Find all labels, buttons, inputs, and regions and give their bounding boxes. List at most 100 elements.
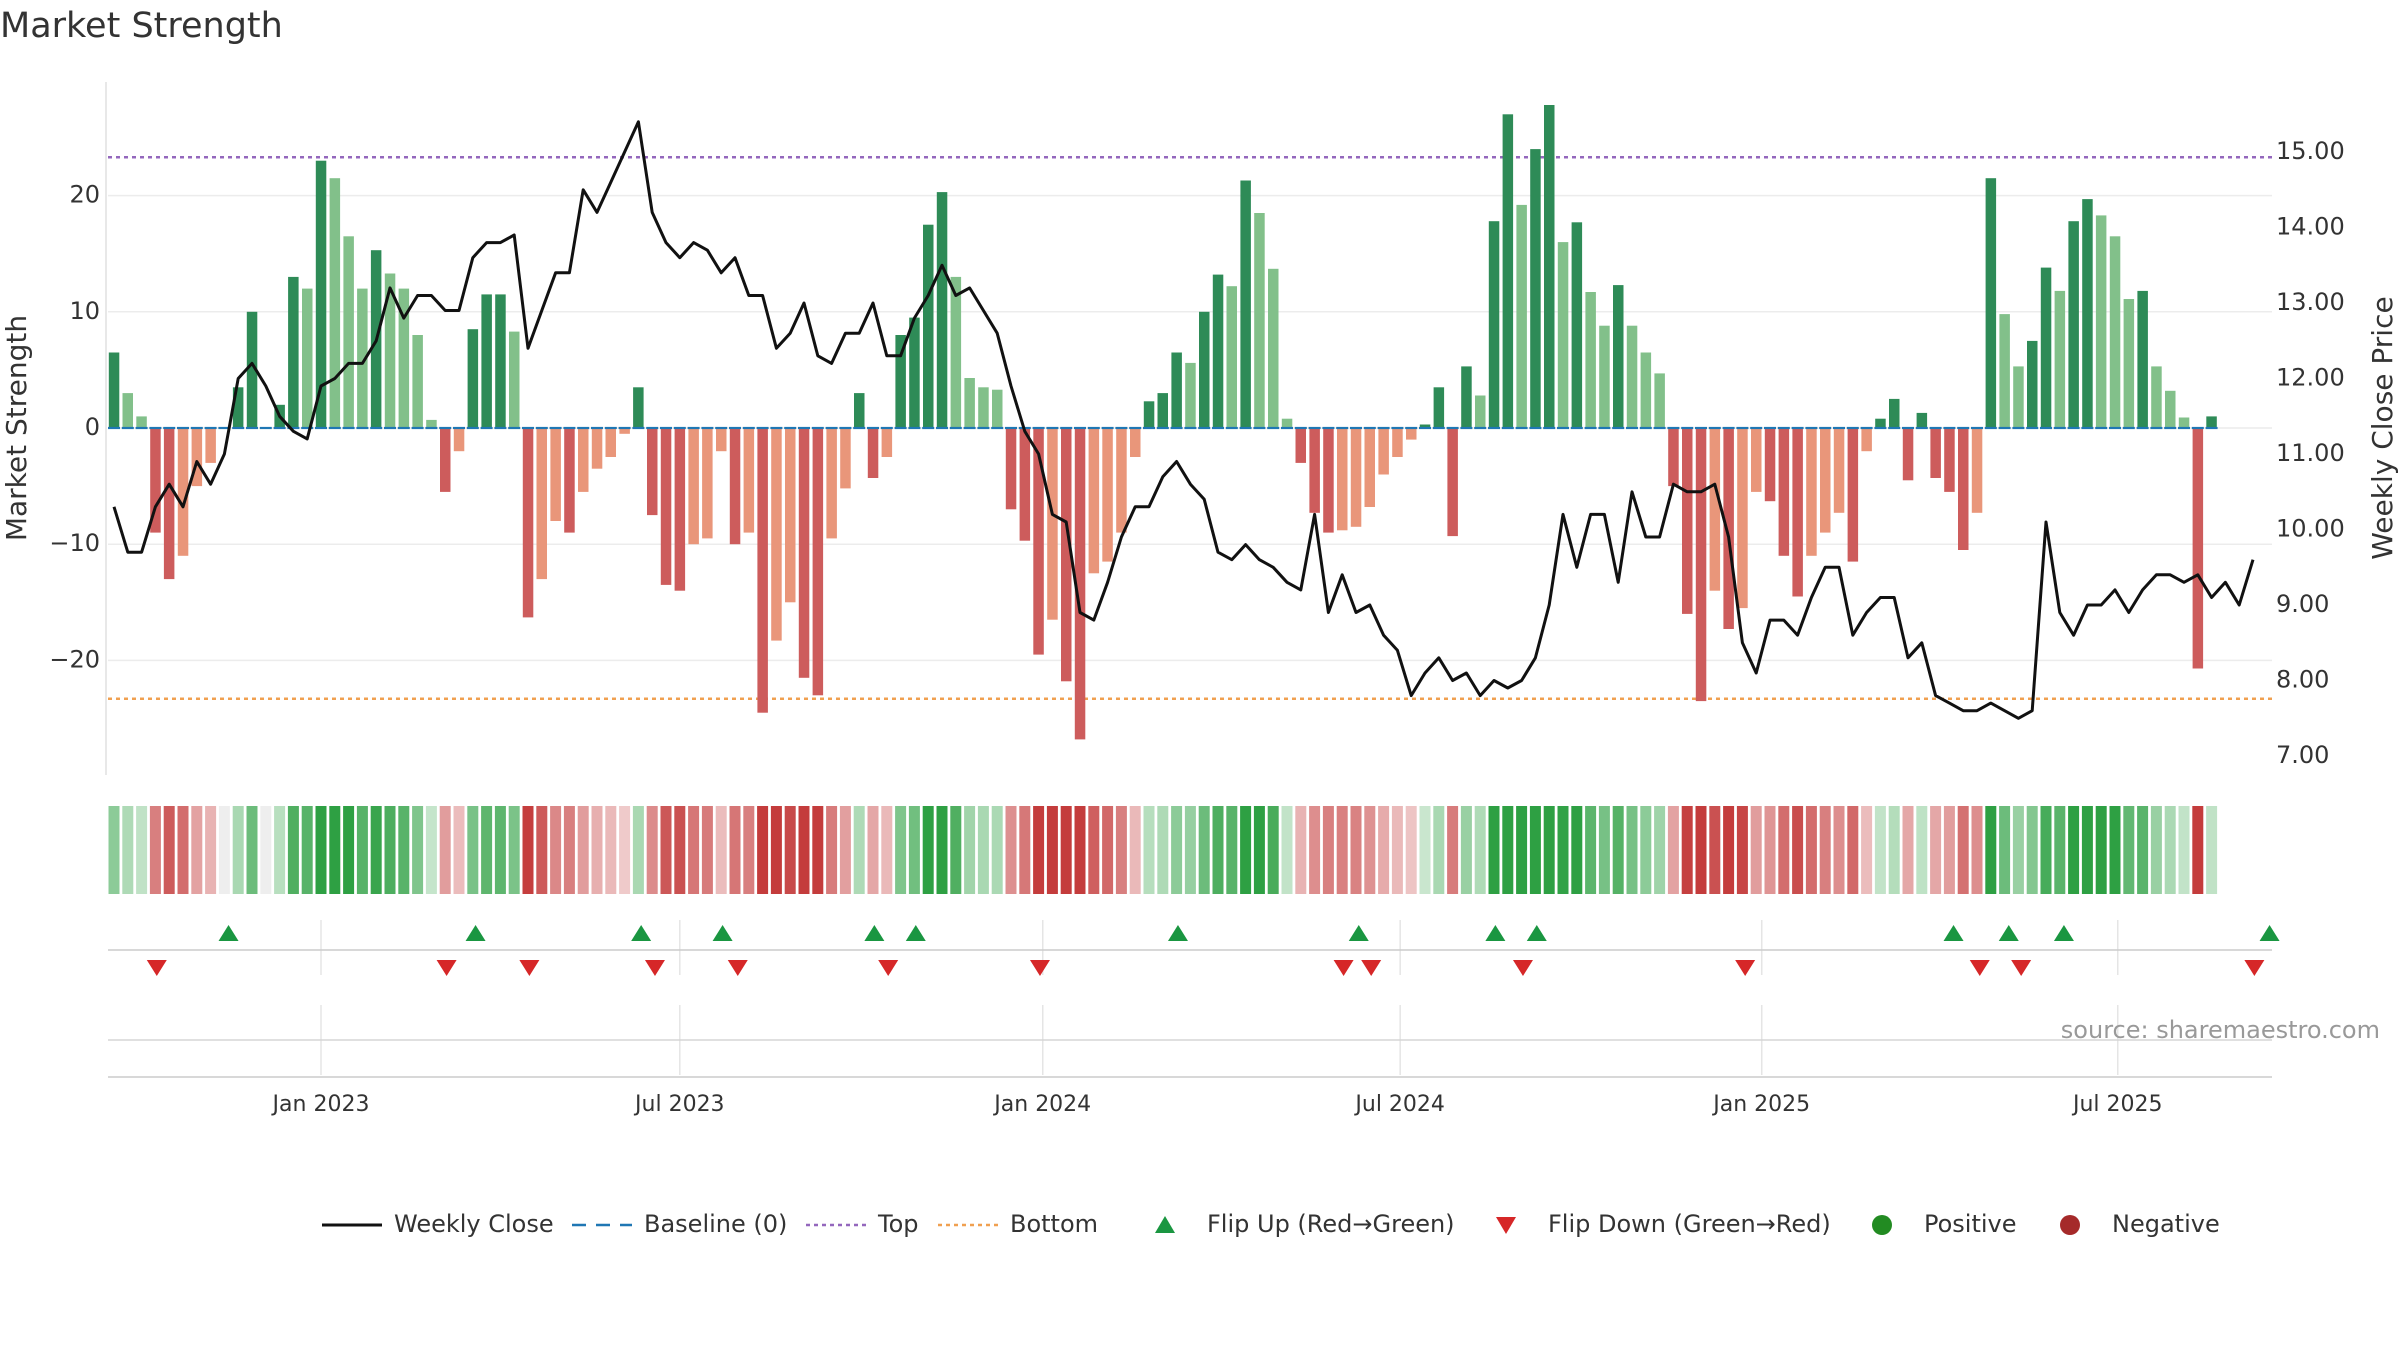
strength-bar [2137,290,2148,428]
heat-cell [177,806,189,894]
heat-cell [1378,806,1390,894]
strength-bar [1544,105,1555,428]
heat-cell [412,806,424,894]
strength-bar [1392,428,1403,457]
strength-bar [936,192,948,428]
flip-up-marker [1998,925,2019,941]
heat-cell [1585,806,1597,894]
strength-bar [2151,366,2162,428]
heat-cell [1502,806,1514,894]
strength-bar [688,428,699,545]
flip-down-marker [1735,960,1756,976]
heat-cell [481,806,493,894]
heat-cell [1019,806,1031,894]
strength-bar [660,428,672,585]
heat-cell [205,806,217,894]
strength-bars [108,105,2217,740]
strength-bar [1295,428,1306,463]
strength-bar [1847,428,1859,562]
strength-bar [1764,428,1776,502]
heat-cell [908,806,920,894]
heat-cell [729,806,741,894]
left-tick-label: 0 [85,413,100,441]
x-tick-label: Jan 2024 [992,1092,1091,1117]
strength-bar [1185,362,1196,428]
heat-cell [646,806,658,894]
heat-cell [1088,806,1100,894]
strength-bar [743,428,755,533]
legend-label: Bottom [1010,1210,1098,1238]
heat-cell [936,806,948,894]
legend-swatch [1872,1215,1892,1235]
axes: 20 10 0 −10 −20 Market Strength 15.00 14.00 13.0… [0,82,2399,775]
heat-cell [2095,806,2107,894]
heat-cell [1005,806,1017,894]
heat-cell [136,806,148,894]
strength-bar [1820,428,1831,533]
strength-bar [812,428,824,696]
strength-bar [481,294,492,428]
weekly-close-series [112,120,2255,720]
heat-cell [301,806,313,894]
heat-cell [522,806,534,894]
heat-cell [398,806,410,894]
strength-bar [412,335,423,428]
strength-bar [647,428,658,516]
flip-down-marker [644,960,665,976]
strength-bar [1516,204,1527,428]
strength-bar [122,393,133,428]
strength-bar [1433,387,1445,428]
strength-bar [1061,428,1072,682]
flip-up-marker [218,925,239,941]
flip-up-marker [1485,925,1506,941]
flip-down-marker [1029,960,1050,976]
strength-bar [785,428,796,603]
heat-cell [1736,806,1748,894]
flip-down-marker [436,960,457,976]
heat-cell [494,806,506,894]
heat-cell [287,806,299,894]
heat-cell [1819,806,1831,894]
heat-cell [1253,806,1265,894]
strength-bar [1861,428,1872,452]
heat-cell [2026,806,2038,894]
x-axis-ticks: Jan 2023 Jul 2023 Jan 2024 Jul 2024 Jan 2025… [271,1092,2163,1117]
heat-cell [1419,806,1431,894]
heat-cell [232,806,244,894]
strength-bar [1254,213,1265,428]
heat-cell [1709,806,1721,894]
heat-cell [784,806,796,894]
heat-cell [1157,806,1169,894]
heat-cell [108,806,120,894]
heat-cell [1198,806,1210,894]
strength-bar [578,428,589,492]
strength-bar [1157,393,1168,428]
strength-bar [1378,428,1389,475]
heat-cell [1212,806,1224,894]
strength-bar [716,428,727,452]
strength-bar [536,428,547,580]
heat-cell [246,806,258,894]
heat-cell [1391,806,1403,894]
x-tick-label: Jul 2024 [1353,1092,1445,1117]
flip-down-marker [727,960,748,976]
heat-cell [1267,806,1279,894]
strength-bar [1199,311,1210,428]
strength-bar [150,428,161,533]
strength-bar [674,428,686,591]
strength-bar [923,224,934,428]
heat-cell [122,806,134,894]
strength-bar [798,428,810,678]
heat-cell [536,806,548,894]
strength-bar [1088,428,1100,574]
strength-bar [1751,428,1762,492]
heat-cell [1916,806,1928,894]
strength-bar [1654,373,1665,428]
heat-cell [715,806,727,894]
level-lines [108,156,2272,700]
heat-cell [453,806,465,894]
heat-cell [812,806,824,894]
strength-bar [398,288,410,428]
flip-up-marker [2259,925,2280,941]
strength-bar [177,428,189,556]
